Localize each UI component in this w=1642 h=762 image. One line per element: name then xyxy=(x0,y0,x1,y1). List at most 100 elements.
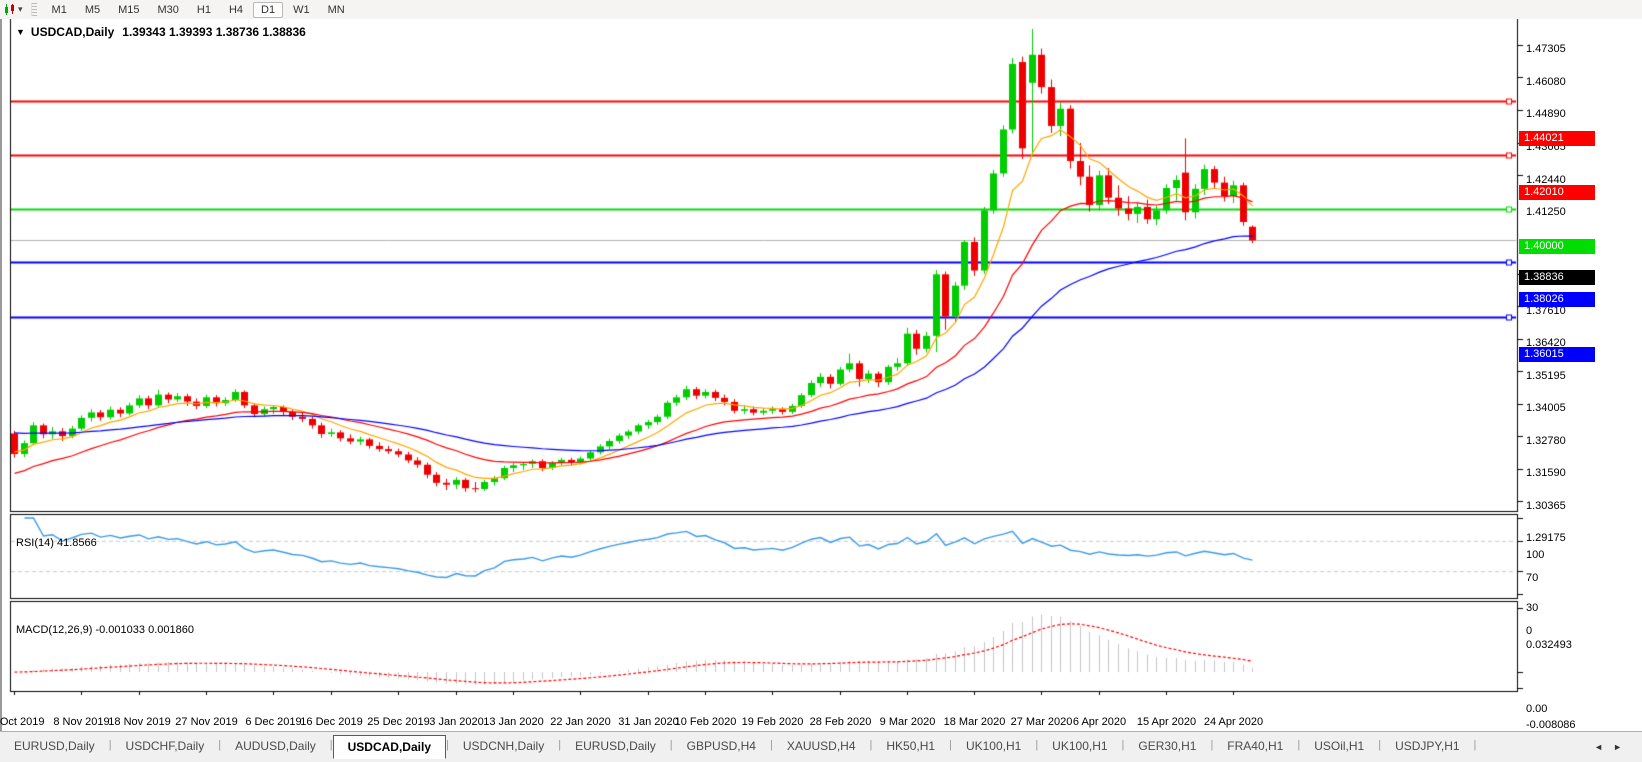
tab-separator: | xyxy=(1121,739,1125,751)
timeframe-button-mn[interactable]: MN xyxy=(327,3,345,16)
tab-separator: | xyxy=(949,739,952,751)
tab-separator: | xyxy=(558,739,562,751)
price-tick-label: 1.41250 xyxy=(1526,206,1566,219)
price-tick-label: 1.32780 xyxy=(1526,434,1566,447)
timeframe-button-m15[interactable]: M15 xyxy=(118,3,140,16)
chart-tab-usoil-h1[interactable]: USOil,H1 xyxy=(1314,739,1365,753)
price-tick-label: 1.34005 xyxy=(1526,401,1566,414)
timeframe-button-group: M1 M5 M15 M30 H1 H4 D1 W1 MN xyxy=(43,1,354,18)
tab-scroll-right-icon[interactable]: ► xyxy=(1613,742,1632,752)
tab-separator: | xyxy=(1297,739,1301,751)
chart-context-arrow-icon[interactable]: ▼ xyxy=(16,27,25,37)
price-tick-label: 1.30365 xyxy=(1526,499,1566,512)
macd-indicator-label: MACD(12,26,9) -0.001033 0.001860 xyxy=(16,624,194,636)
timeframe-button-h4[interactable]: H4 xyxy=(228,3,244,16)
timeframe-button-m1[interactable]: M1 xyxy=(51,3,67,16)
rsi-tick-label: 30 xyxy=(1526,602,1539,615)
price-tick-label: 1.42440 xyxy=(1526,174,1566,187)
rsi-indicator-label: RSI(14) 41.8566 xyxy=(16,537,97,549)
hline-price-badge: 1.44021 xyxy=(1519,130,1595,146)
hline-price-badge: 1.42010 xyxy=(1519,184,1595,200)
chart-tab-usdcad-daily[interactable]: USDCAD,Daily xyxy=(332,735,446,759)
chart-tab-audusd-daily[interactable]: AUDUSD,Daily xyxy=(235,739,316,753)
tab-scroll-left-icon[interactable]: ◄ xyxy=(1594,742,1614,752)
timeframe-button-m30[interactable]: M30 xyxy=(157,3,179,16)
chart-tab-uk100-h1[interactable]: UK100,H1 xyxy=(1052,739,1108,753)
price-tick-label: 1.31590 xyxy=(1526,466,1566,479)
chart-tabs: EURUSD,Daily | USDCHF,Daily | AUDUSD,Daily | U… xyxy=(0,735,1476,759)
tab-separator: | xyxy=(669,739,673,751)
hline-price-badge: 1.40000 xyxy=(1519,239,1595,255)
rsi-tick-label: 0 xyxy=(1526,625,1533,637)
date-tick-label: 19 Feb 2020 xyxy=(741,716,804,728)
chart-title-overlay: ▼ USDCAD,Daily 1.39343 1.39393 1.38736 1… xyxy=(16,25,306,39)
chart-tab-ger30-h1[interactable]: GER30,H1 xyxy=(1138,739,1197,753)
tab-separator: | xyxy=(1035,739,1039,751)
tab-separator: | xyxy=(1378,739,1382,751)
date-tick-label: 18 Nov 2019 xyxy=(108,716,171,728)
chart-tab-bar: EURUSD,Daily | USDCHF,Daily | AUDUSD,Daily | U… xyxy=(0,731,1642,762)
price-tick-label: 1.29175 xyxy=(1526,532,1566,545)
chart-type-dropdown-caret-icon[interactable]: ▾ xyxy=(18,4,23,14)
date-tick-label: 10 Feb 2020 xyxy=(674,716,737,728)
chart-tab-usdchf-daily[interactable]: USDCHF,Daily xyxy=(125,739,205,753)
date-tick-label: 6 Apr 2020 xyxy=(1072,716,1127,728)
chart-tab-hk50-h1[interactable]: HK50,H1 xyxy=(886,739,936,753)
chart-tab-usdcnh-daily[interactable]: USDCNH,Daily xyxy=(462,739,545,753)
date-tick-label: 25 Dec 2019 xyxy=(367,716,430,728)
tab-separator: | xyxy=(218,739,222,751)
chart-tab-usdjpy-h1[interactable]: USDJPY,H1 xyxy=(1395,739,1460,753)
tab-separator: | xyxy=(108,739,112,751)
date-tick-label: 9 Mar 2020 xyxy=(879,716,936,728)
date-tick-label: 13 Jan 2020 xyxy=(483,716,544,728)
date-tick-label: 31 Jan 2020 xyxy=(618,716,679,728)
price-tick-label: 1.36420 xyxy=(1526,336,1566,349)
timeframe-button-d1[interactable]: D1 xyxy=(253,1,284,18)
timeframe-button-w1[interactable]: W1 xyxy=(293,3,310,16)
chart-tab-gbpusd-h4[interactable]: GBPUSD,H4 xyxy=(686,739,756,753)
chart-canvas[interactable] xyxy=(2,19,1642,731)
date-tick-label: 27 Nov 2019 xyxy=(175,716,238,728)
tab-separator: | xyxy=(769,739,773,751)
tab-separator: | xyxy=(869,739,873,751)
timeframe-button-m5[interactable]: M5 xyxy=(84,3,101,16)
price-tick-label: 1.46080 xyxy=(1526,76,1566,89)
date-tick-label: 6 Dec 2019 xyxy=(245,716,302,728)
price-tick-label: 1.47305 xyxy=(1526,43,1566,55)
chart-tab-fra40-h1[interactable]: FRA40,H1 xyxy=(1227,739,1284,753)
date-tick-label: 18 Mar 2020 xyxy=(943,716,1006,728)
hline-price-badge: 1.36015 xyxy=(1519,346,1595,362)
current-price-badge: 1.38836 xyxy=(1519,270,1595,286)
price-tick-label: 1.44890 xyxy=(1526,108,1566,121)
price-tick-label: 1.35195 xyxy=(1526,369,1566,382)
timeframes-toolbar: ▾ M1 M5 M15 M30 H1 H4 D1 W1 MN xyxy=(0,0,1642,20)
date-tick-label: 24 Apr 2020 xyxy=(1203,716,1264,728)
toolbar-grip-handle[interactable] xyxy=(30,3,37,16)
date-tick-label: 27 Mar 2020 xyxy=(1010,716,1073,728)
price-tick-label: 1.37610 xyxy=(1526,304,1566,317)
chart-tab-eurusd-daily[interactable]: EURUSD,Daily xyxy=(575,739,656,753)
chart-tab-uk100-h1[interactable]: UK100,H1 xyxy=(965,739,1022,753)
timeframe-button-h1[interactable]: H1 xyxy=(196,3,211,16)
macd-tick-label: -0.008086 xyxy=(1526,719,1576,731)
tab-separator: | xyxy=(1210,739,1214,751)
candlestick-icon xyxy=(5,4,14,15)
macd-tick-label: 0.032493 xyxy=(1526,639,1572,651)
rsi-tick-label: 70 xyxy=(1526,571,1539,584)
date-tick-label: 3 Jan 2020 xyxy=(429,716,484,728)
chart-symbol-label: USDCAD,Daily xyxy=(30,25,115,39)
date-tick-label: 28 Feb 2020 xyxy=(809,716,872,728)
chart-type-icon[interactable] xyxy=(3,3,17,16)
tab-separator: | xyxy=(446,739,449,751)
chart-tab-xauusd-h4[interactable]: XAUUSD,H4 xyxy=(786,739,856,753)
macd-tick-label: 0.00 xyxy=(1526,703,1548,716)
hline-price-badge: 1.38026 xyxy=(1519,292,1595,308)
date-tick-label: 22 Jan 2020 xyxy=(550,716,611,728)
tab-separator: | xyxy=(1473,739,1477,751)
tab-separator: | xyxy=(329,739,333,751)
rsi-tick-label: 100 xyxy=(1526,549,1545,561)
chart-tab-eurusd-daily[interactable]: EURUSD,Daily xyxy=(14,739,95,753)
chart-window: ▼ USDCAD,Daily 1.39343 1.39393 1.38736 1… xyxy=(0,19,1642,731)
tab-scroll-arrows: ◄► xyxy=(1594,742,1632,752)
